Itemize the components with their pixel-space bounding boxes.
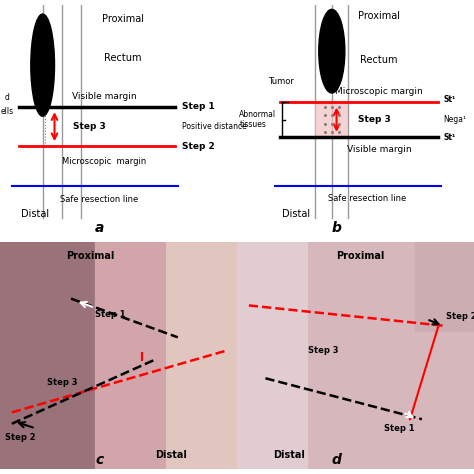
Text: Proximal: Proximal [102, 14, 144, 24]
Text: Abnormal
tissues: Abnormal tissues [239, 110, 276, 129]
Text: a: a [95, 221, 104, 235]
Text: Nega¹: Nega¹ [443, 115, 466, 124]
Text: Step 2: Step 2 [5, 433, 36, 442]
Text: Microscopic  margin: Microscopic margin [62, 157, 146, 166]
Text: Visible margin: Visible margin [347, 146, 411, 155]
Text: Rectum: Rectum [360, 55, 398, 65]
Text: b: b [332, 221, 341, 235]
Text: Safe resection line: Safe resection line [328, 194, 407, 203]
Text: Positive distance: Positive distance [182, 122, 247, 131]
Text: Step 1: Step 1 [95, 310, 126, 319]
Ellipse shape [319, 9, 345, 93]
Text: Distal: Distal [155, 450, 187, 460]
Text: Tumor: Tumor [268, 77, 294, 86]
Text: Proximal: Proximal [358, 11, 400, 21]
Text: Step 1: Step 1 [182, 102, 215, 111]
Text: St¹: St¹ [443, 133, 456, 142]
Text: Distal: Distal [21, 209, 50, 219]
Text: Step 2: Step 2 [446, 312, 474, 321]
Text: Step 1: Step 1 [384, 424, 415, 433]
Text: Microscopic margin: Microscopic margin [335, 87, 423, 96]
Text: d: d [5, 93, 9, 102]
Text: Rectum: Rectum [104, 53, 142, 63]
FancyBboxPatch shape [315, 102, 348, 137]
Text: Proximal: Proximal [66, 251, 114, 261]
Text: Step 3: Step 3 [358, 115, 391, 124]
Text: Step 3: Step 3 [308, 346, 338, 356]
Text: Safe resection line: Safe resection line [60, 195, 139, 204]
Text: Distal: Distal [282, 209, 310, 219]
Text: d: d [332, 453, 341, 467]
Text: ells: ells [0, 107, 14, 116]
Text: Distal: Distal [273, 450, 305, 460]
Text: Visible margin: Visible margin [72, 92, 137, 101]
Ellipse shape [31, 14, 55, 116]
Text: Step 2: Step 2 [182, 142, 215, 151]
Text: Step 3: Step 3 [73, 122, 106, 131]
Text: St¹: St¹ [443, 95, 456, 104]
Text: Step 3: Step 3 [47, 378, 78, 387]
Text: Proximal: Proximal [336, 251, 384, 261]
Text: c: c [95, 453, 104, 467]
